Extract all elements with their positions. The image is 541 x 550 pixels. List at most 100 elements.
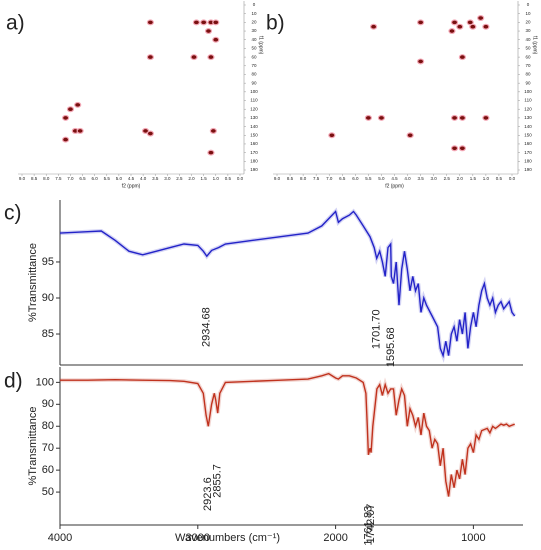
- spectrum: [60, 372, 515, 497]
- x-tick-label: 8.5: [287, 176, 294, 181]
- x-tick-label: 1000: [461, 532, 485, 544]
- x-tick-label: 7.5: [313, 176, 320, 181]
- x-tick-label: 7.0: [326, 176, 333, 181]
- y-tick-label: 160: [250, 141, 258, 146]
- x-tick-label: 3.5: [417, 176, 424, 181]
- y-tick-label: 90: [42, 398, 54, 410]
- x-tick-label: 3.0: [431, 176, 438, 181]
- y-tick-label: 160: [524, 141, 532, 146]
- x-tick-label: 2.0: [188, 176, 195, 181]
- cross-peak: [204, 28, 213, 35]
- y-tick-label: 60: [525, 54, 531, 59]
- y-tick-label: 130: [250, 115, 258, 120]
- cross-peak: [209, 127, 217, 134]
- x-tick-label: 2.0: [457, 176, 464, 181]
- y-tick-label: 50: [251, 46, 257, 51]
- y-tick-label: 140: [250, 124, 258, 129]
- y-tick-label: 100: [36, 376, 54, 388]
- x-tick-label: 4.0: [140, 176, 147, 181]
- x-tick-label: 6.0: [352, 176, 359, 181]
- cross-peak: [482, 114, 490, 121]
- peak-label: 1761.83: [362, 506, 374, 546]
- cross-peak: [377, 114, 386, 121]
- x-tick-label: 3.5: [152, 176, 159, 181]
- x-tick-label: 1.0: [213, 176, 220, 181]
- y-tick-label: 40: [525, 37, 531, 42]
- y-tick-label: 170: [524, 150, 532, 155]
- cross-peak: [74, 101, 82, 108]
- y-tick-label: 20: [251, 20, 257, 25]
- cross-peak: [192, 19, 200, 26]
- cross-peak: [450, 19, 459, 26]
- x-tick-label: 1.5: [470, 176, 477, 181]
- x-tick-label: 3000: [186, 532, 210, 544]
- y-tick-label: 190: [524, 167, 532, 172]
- cross-peak: [456, 23, 464, 30]
- y-tick-label: 20: [525, 20, 531, 25]
- y-tick-label: 30: [251, 28, 257, 33]
- y-tick-label: 50: [525, 46, 531, 51]
- y-tick-label: 80: [525, 72, 531, 77]
- y-tick-label: 95: [42, 256, 54, 268]
- cross-peak: [207, 54, 215, 61]
- cross-peak: [406, 132, 414, 139]
- x-tick-label: 0.5: [225, 176, 232, 181]
- x-tick-label: 0.0: [237, 176, 244, 181]
- y-tick-label: 100: [250, 89, 258, 94]
- y-tick-label: 120: [250, 106, 258, 111]
- x-tick-label: 1.5: [201, 176, 208, 181]
- cross-peak: [61, 136, 70, 143]
- y-tick-label: 70: [42, 442, 54, 454]
- cross-peak: [146, 130, 154, 137]
- x-tick-label: 4.5: [391, 176, 398, 181]
- cross-peak: [146, 54, 154, 61]
- y-tick-label: 0: [527, 2, 530, 7]
- x-tick-label: 8.5: [31, 176, 38, 181]
- x-tick-label: 4.5: [128, 176, 135, 181]
- y-tick-label: 60: [42, 464, 54, 476]
- x-tick-label: 3.0: [164, 176, 171, 181]
- y-axis-label: f1 (ppm): [258, 36, 264, 55]
- y-tick-label: 10: [525, 11, 531, 16]
- cross-peak: [76, 127, 84, 134]
- y-tick-label: 30: [525, 28, 531, 33]
- peak-label: 1742.07: [365, 504, 377, 544]
- peak-label: 2923.6: [202, 477, 214, 511]
- y-tick-label: 60: [251, 54, 257, 59]
- y-tick-label: 90: [42, 292, 54, 304]
- cross-peak: [469, 23, 477, 30]
- cross-peak: [146, 19, 154, 26]
- y-tick-label: 110: [250, 98, 258, 103]
- y-tick-label: 80: [251, 72, 257, 77]
- cross-peak: [417, 58, 425, 65]
- y-tick-label: 140: [524, 124, 532, 129]
- x-axis-label: f2 (ppm): [122, 183, 141, 189]
- panel-label: d): [4, 370, 23, 393]
- cross-peak: [450, 114, 459, 121]
- x-tick-label: 5.5: [365, 176, 372, 181]
- peak-label: 2934.68: [201, 307, 213, 347]
- x-tick-label: 7.5: [55, 176, 62, 181]
- y-axis-label: f1 (ppm): [532, 36, 538, 55]
- cross-peak: [212, 19, 220, 26]
- x-tick-label: 6.5: [339, 176, 346, 181]
- y-tick-label: 40: [251, 37, 257, 42]
- cross-peak: [370, 23, 378, 30]
- cross-peak: [212, 36, 220, 43]
- x-tick-label: 6.0: [92, 176, 99, 181]
- x-tick-label: 2.5: [444, 176, 451, 181]
- cross-peak: [200, 19, 208, 26]
- cross-peak: [66, 106, 75, 113]
- y-tick-label: 0: [253, 2, 256, 7]
- y-tick-label: 90: [251, 80, 257, 85]
- x-tick-label: 2000: [323, 532, 347, 544]
- x-axis-label: f2 (ppm): [385, 183, 404, 189]
- x-tick-label: 4.0: [404, 176, 411, 181]
- x-tick-label: 0.5: [496, 176, 503, 181]
- cross-peak: [417, 19, 425, 26]
- y-tick-label: 10: [251, 11, 257, 16]
- y-tick-label: 85: [42, 328, 54, 340]
- x-tick-label: 9.0: [274, 176, 281, 181]
- x-tick-label: 8.0: [43, 176, 50, 181]
